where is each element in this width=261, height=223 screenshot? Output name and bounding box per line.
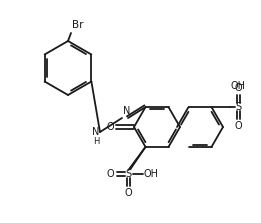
Text: N: N <box>123 106 130 116</box>
Text: O: O <box>107 169 115 179</box>
Text: H: H <box>93 137 99 146</box>
Text: S: S <box>235 102 242 112</box>
Text: N: N <box>92 127 99 137</box>
Text: O: O <box>235 121 242 131</box>
Text: Br: Br <box>72 20 84 30</box>
Text: O: O <box>106 122 114 132</box>
Text: S: S <box>126 169 132 179</box>
Text: O: O <box>125 188 132 198</box>
Text: O: O <box>235 83 242 93</box>
Text: OH: OH <box>230 81 246 91</box>
Text: OH: OH <box>144 169 158 179</box>
